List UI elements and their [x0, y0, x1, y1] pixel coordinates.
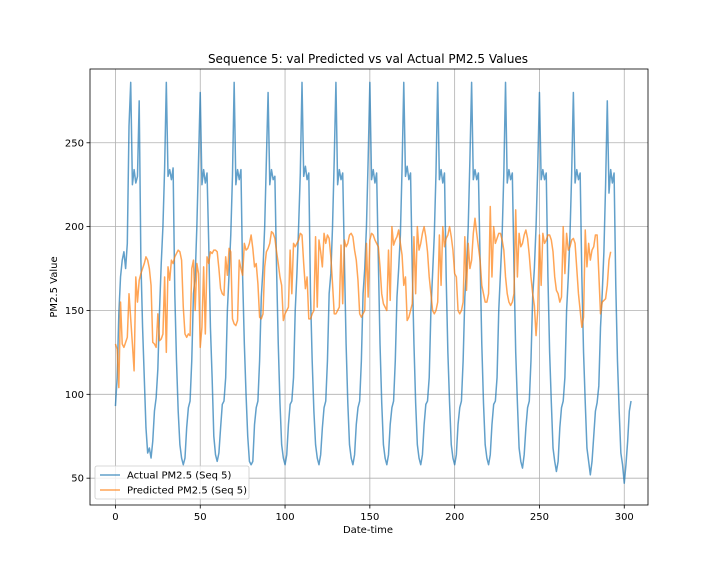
x-axis-label: Date-time: [343, 525, 393, 536]
legend-box: [94, 465, 250, 500]
x-tick-label: 150: [360, 512, 379, 523]
x-tick-label: 250: [530, 512, 549, 523]
y-axis-label: PM2.5 Value: [49, 256, 60, 317]
y-axis: 50 100 150 200 250: [65, 138, 90, 485]
legend-label: Predicted PM2.5 (Seq 5): [127, 486, 247, 497]
series-line-predicted: [114, 205, 612, 389]
x-tick-label: 100: [275, 512, 294, 523]
chart-title: Sequence 5: val Predicted vs val Actual …: [208, 52, 528, 66]
x-axis: 0 50 100 150 200 250 300: [112, 505, 634, 523]
y-tick-label: 250: [65, 138, 84, 149]
x-tick-label: 200: [445, 512, 464, 523]
x-tick-label: 0: [112, 512, 118, 523]
x-tick-label: 50: [194, 512, 207, 523]
plot-frame: [89, 68, 649, 506]
series-group: [114, 81, 632, 484]
x-tick-label: 300: [615, 512, 634, 523]
y-tick-label: 100: [65, 390, 84, 401]
legend-label: Actual PM2.5 (Seq 5): [127, 471, 232, 482]
y-tick-label: 50: [71, 474, 84, 485]
y-tick-label: 150: [65, 306, 84, 317]
legend: Actual PM2.5 (Seq 5) Predicted PM2.5 (Seq…: [94, 465, 250, 500]
series-line-actual: [114, 81, 632, 484]
y-tick-label: 200: [65, 222, 84, 233]
